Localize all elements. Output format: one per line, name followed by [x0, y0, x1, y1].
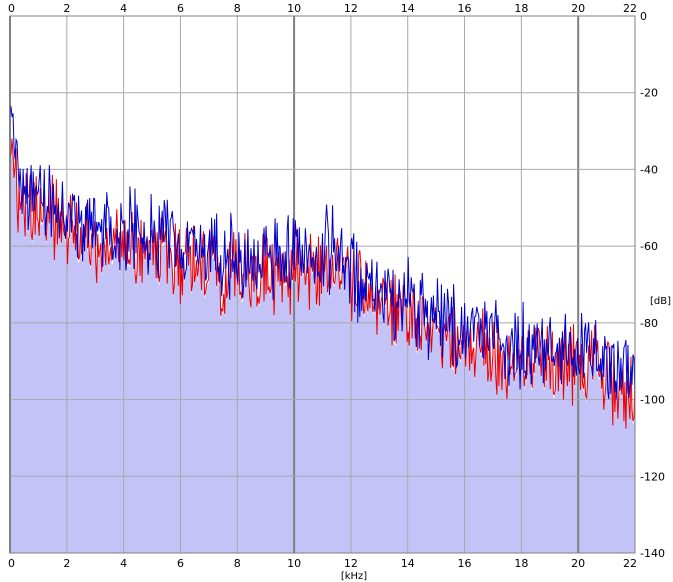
x-tick-label-top: 12 [344, 2, 358, 15]
grid-layer [9, 15, 636, 554]
y-tick-label: -140 [640, 547, 665, 560]
x-tick-label-bottom: 6 [177, 557, 184, 570]
x-tick-label-bottom: 4 [120, 557, 127, 570]
x-tick-label-bottom: 22 [623, 557, 637, 570]
x-tick-label-bottom: 0 [8, 557, 15, 570]
series-layer [9, 106, 636, 429]
x-tick-label-top: 10 [287, 2, 301, 15]
y-tick-label: -60 [640, 240, 658, 253]
y-tick-label: -120 [640, 470, 665, 483]
y-tick-label: -20 [640, 87, 658, 100]
x-tick-label-top: 0 [8, 2, 15, 15]
x-tick-label-bottom: 2 [63, 557, 70, 570]
x-tick-label-top: 2 [63, 2, 70, 15]
x-tick-label-bottom: 12 [344, 557, 358, 570]
x-tick-label-top: 8 [234, 2, 241, 15]
x-tick-label-top: 6 [177, 2, 184, 15]
y-tick-label: 0 [640, 10, 647, 23]
y-tick-label: -40 [640, 163, 658, 176]
x-tick-label-bottom: 20 [571, 557, 585, 570]
x-tick-label-top: 4 [120, 2, 127, 15]
series-blue-line [9, 106, 636, 400]
y-tick-label: -80 [640, 317, 658, 330]
plot-frame [9, 15, 636, 554]
x-tick-label-bottom: 10 [287, 557, 301, 570]
x-axis-label: [kHz] [341, 571, 367, 582]
x-tick-label-bottom: 14 [401, 557, 415, 570]
spectrum-fill-layer [10, 142, 635, 554]
y-axis-tick-labels: 0 -20 -40 -60 -80 -100 -120 -140 [640, 10, 665, 560]
y-tick-label: -100 [640, 394, 665, 407]
x-tick-label-top: 22 [623, 2, 637, 15]
x-tick-label-bottom: 16 [458, 557, 472, 570]
x-tick-label-top: 18 [514, 2, 528, 15]
x-tick-label-top: 14 [401, 2, 415, 15]
x-tick-label-top: 20 [571, 2, 585, 15]
spectrum-fill-area [10, 142, 635, 554]
y-axis-label: [dB] [650, 296, 671, 307]
x-tick-label-bottom: 8 [234, 557, 241, 570]
x-tick-label-top: 16 [458, 2, 472, 15]
x-tick-label-bottom: 18 [514, 557, 528, 570]
